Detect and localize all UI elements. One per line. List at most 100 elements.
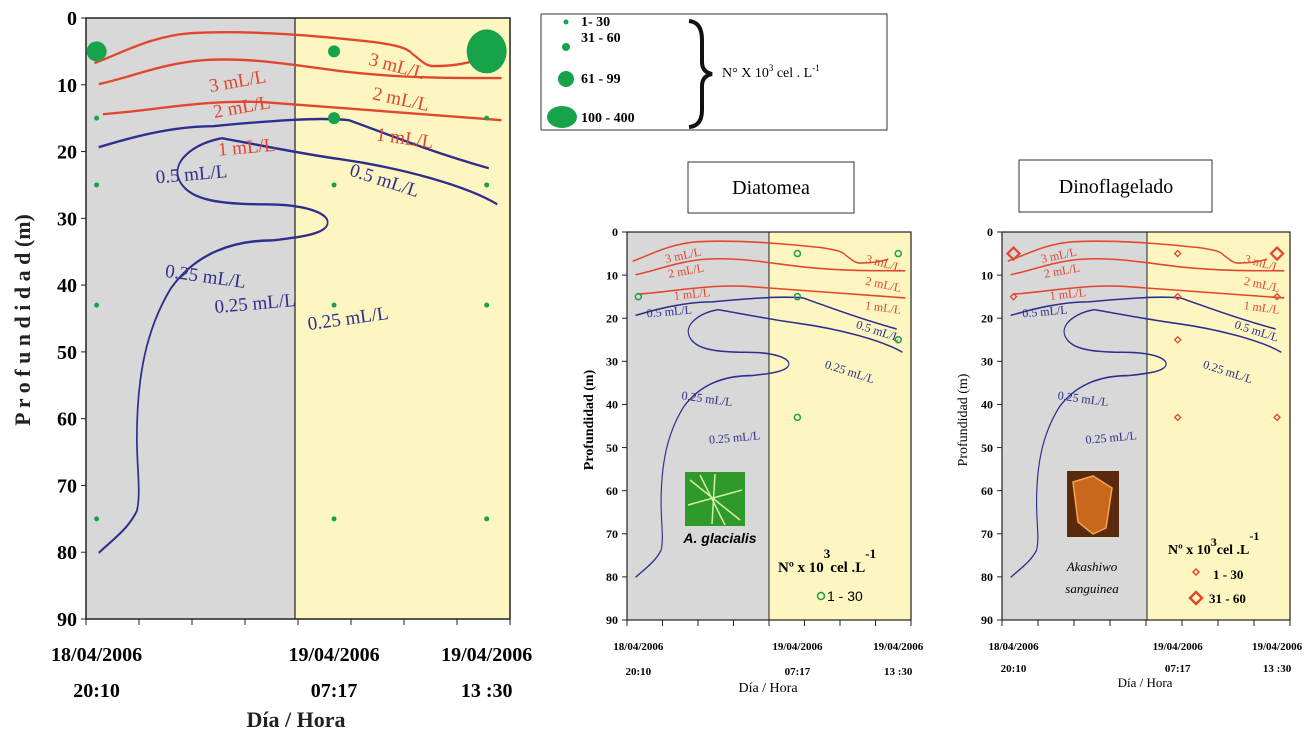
x-tick-date: 19/04/2006 [1153,641,1204,653]
dinoflagellate-cell-icon [1072,475,1113,535]
y-tick-label: 60 [981,484,993,498]
y-tick-label: 0 [612,225,618,239]
y-tick-label: 90 [57,609,77,631]
y-tick-label: 60 [606,484,618,498]
night-background [86,18,295,619]
y-tick-label: 40 [606,398,618,412]
dinoflagelado-chart: Dinoflagelado 0 10 20 30 40 50 60 70 80 90 18/04/2… [956,159,1303,690]
data-point [484,182,490,188]
data-point [484,115,490,121]
y-axis-label: Profundidad (m) [956,373,971,466]
y-tick-label: 20 [57,142,77,164]
diatomea-title-box [687,161,855,214]
x-tick-date: 19/04/2006 [873,641,924,653]
x-tick-date: 19/04/2006 [288,644,379,666]
y-tick-label: 40 [981,398,993,412]
species-label: A. glacialis [682,530,756,546]
species-label: sanguinea [1065,581,1119,596]
contour-label: 1 mL/L [864,298,902,317]
y-tick-label: 50 [57,342,77,364]
data-point [1005,246,1022,262]
y-tick-label: 0 [987,225,993,239]
main-chart: 0 10 20 30 40 50 60 70 80 90 18/04/2006 20:10 19/04… [10,8,532,732]
species-label: Akashiwo [1066,559,1118,574]
night-background [627,232,769,620]
legend-label: 61 - 99 [581,72,621,87]
legend-marker-medium [562,43,570,51]
contour-label: 0.5 mL/L [646,302,692,320]
data-point [94,302,100,308]
y-tick-label: 80 [57,542,77,564]
dinoflagelado-title-box [1018,159,1213,213]
night-background [1002,232,1147,620]
data-point [484,516,490,522]
contour-label: 1 mL/L [1243,298,1281,317]
y-axis-label: Profundidad (m) [582,369,597,470]
data-point [1273,413,1281,422]
data-point [484,302,490,308]
y-tick-label: 70 [57,475,77,497]
data-point [328,112,341,125]
data-point [793,249,802,258]
data-point [94,115,100,121]
x-tick-time: 20:10 [626,666,652,678]
contour-label: 0.25 mL/L [1085,428,1137,446]
legend-unit: Nº x 103cel .L-1 [1168,529,1259,558]
legend-label: 1 - 30 [1213,567,1243,582]
data-point [1173,335,1182,344]
y-tick-label: 10 [606,268,618,282]
y-tick-label: 20 [606,311,618,325]
x-tick-time: 20:10 [1001,663,1027,675]
data-point [1273,292,1281,301]
data-point [1173,292,1182,301]
y-tick-label: 80 [981,570,993,584]
legend-marker [816,591,826,601]
x-tick-date: 19/04/2006 [441,644,532,666]
x-tick-time: 13 :30 [461,680,513,702]
legend-label: 1- 30 [581,15,610,30]
x-tick-time: 13 :30 [1263,663,1292,675]
x-tick-time: 07:17 [785,666,811,678]
legend-brace [688,19,713,129]
contour-label: 1 mL/L [673,285,711,303]
x-tick-date: 19/04/2006 [1252,641,1303,653]
data-point [331,516,337,522]
y-tick-label: 50 [981,441,993,455]
data-point [634,292,643,301]
y-tick-label: 80 [606,570,618,584]
data-point [1173,413,1182,422]
x-tick-time: 13 :30 [884,666,913,678]
y-tick-label: 30 [57,208,77,230]
contour-label: 1 mL/L [217,135,276,161]
x-tick-date: 19/04/2006 [772,641,823,653]
x-tick-time: 20:10 [73,680,120,702]
contour-label: 2 mL/L [667,261,705,281]
data-point [1173,249,1182,258]
legend-marker-medium [1188,590,1204,606]
data-point [894,336,902,344]
y-tick-label: 90 [606,613,618,627]
diatom-filaments-icon [687,473,743,526]
data-point [894,249,902,258]
y-tick-label: 10 [57,75,77,97]
data-point [94,516,100,522]
x-axis-label: Día / Hora [1118,675,1173,690]
data-point [328,45,341,58]
y-tick-label: 30 [606,355,618,369]
legend: 1- 30 31 - 60 61 - 99 100 - 400 N° X 103… [540,13,888,131]
y-tick-label: 0 [67,8,77,30]
legend-label: 1 - 30 [827,588,863,604]
legend-marker-small [563,19,569,25]
data-point [793,413,802,422]
x-tick-time: 07:17 [311,680,358,702]
legend-marker-large [558,71,574,87]
diatomea-title: Diatomea [732,177,810,199]
legend-unit: Nº x 103cel .L-1 [778,546,876,576]
y-tick-label: 90 [981,613,993,627]
legend-frame [540,13,888,131]
contour-label: 0.25 mL/L [708,428,760,446]
data-point [1009,292,1018,301]
data-point [94,182,100,188]
x-axis-label: Día / Hora [738,681,798,696]
